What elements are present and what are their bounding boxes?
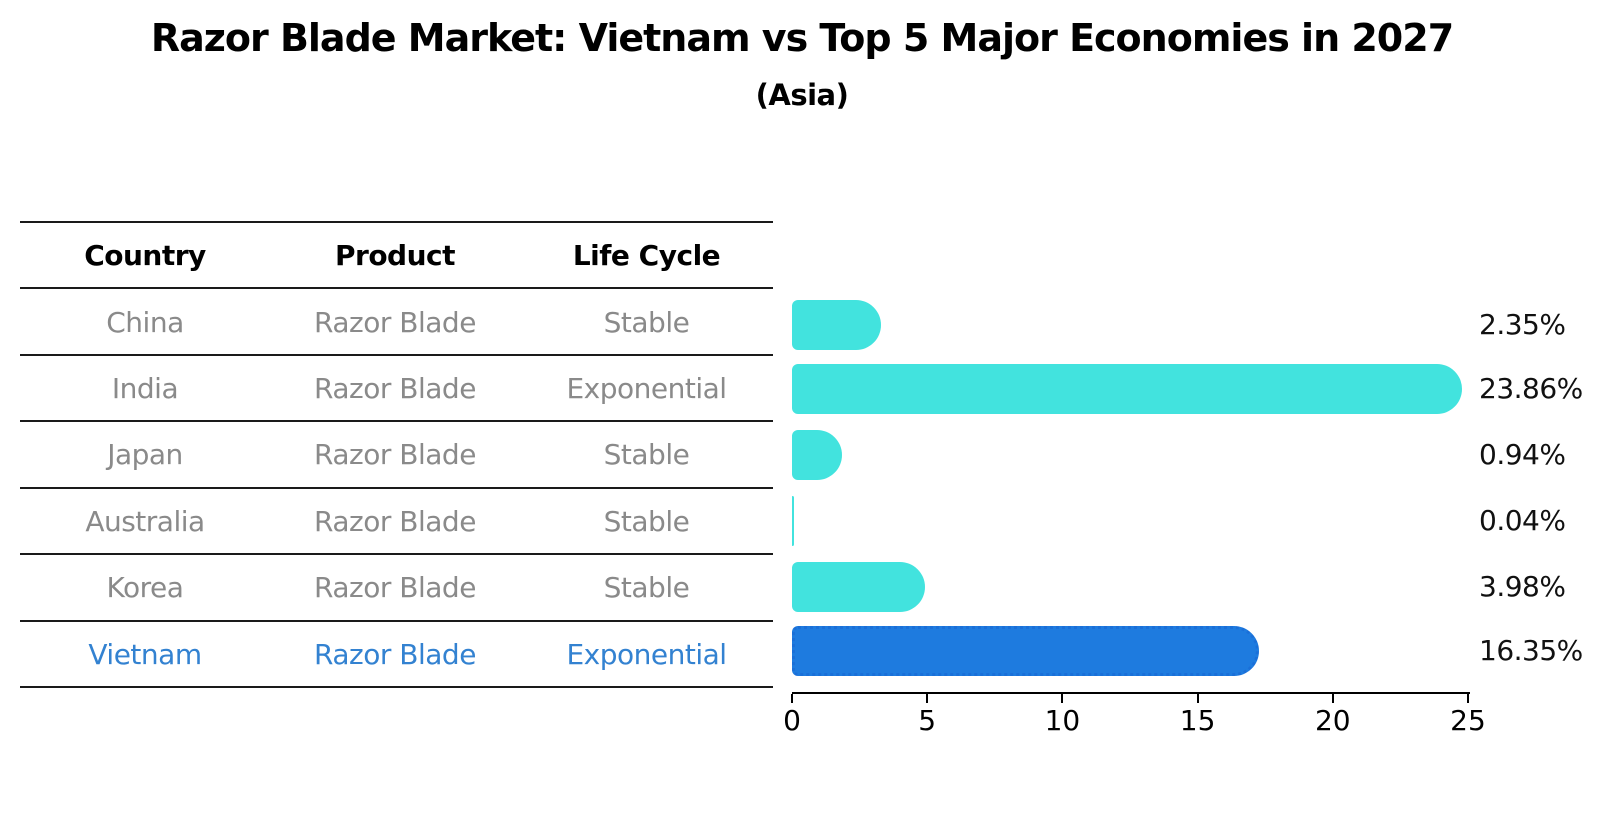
- cell-product: Razor Blade: [314, 437, 476, 471]
- x-axis-tick: [1467, 694, 1469, 703]
- bar-vietnam: [792, 626, 1260, 676]
- table-divider: [20, 287, 773, 289]
- bar-korea: [792, 562, 925, 612]
- table-divider: [20, 620, 773, 622]
- chart-subtitle: (Asia): [755, 78, 849, 112]
- x-axis-tick-label: 0: [783, 704, 801, 737]
- x-axis-tick: [1331, 694, 1334, 703]
- cell-country: Vietnam: [88, 637, 202, 671]
- table-divider: [20, 420, 773, 422]
- x-axis-tick: [1196, 694, 1199, 703]
- value-label-china: 2.35%: [1479, 308, 1566, 341]
- cell-life-cycle: Stable: [603, 437, 690, 471]
- table-row-vietnam: Vietnam Razor Blade Exponential: [20, 622, 773, 686]
- cell-life-cycle: Exponential: [566, 371, 727, 405]
- cell-life-cycle: Stable: [603, 570, 690, 604]
- bar-australia: [792, 496, 795, 546]
- table-divider: [20, 221, 773, 223]
- x-axis-tick-label: 25: [1450, 704, 1486, 737]
- table-divider: [20, 487, 773, 489]
- column-header-product: Product: [334, 238, 456, 272]
- x-axis-tick-label: 20: [1314, 704, 1351, 737]
- cell-product: Razor Blade: [314, 305, 476, 339]
- cell-country: China: [106, 305, 184, 339]
- cell-product: Razor Blade: [314, 570, 476, 604]
- cell-life-cycle: Exponential: [566, 637, 727, 671]
- table-divider: [20, 686, 773, 688]
- table-row-japan: Japan Razor Blade Stable: [20, 422, 773, 486]
- x-axis-tick: [1061, 694, 1064, 703]
- table-row-korea: Korea Razor Blade Stable: [20, 555, 773, 619]
- table-row-australia: Australia Razor Blade Stable: [20, 489, 773, 553]
- cell-product: Razor Blade: [314, 371, 476, 405]
- table-row-china: China Razor Blade Stable: [20, 290, 773, 354]
- x-axis-tick: [791, 694, 793, 703]
- x-axis-line: [792, 692, 1470, 694]
- value-label-korea: 3.98%: [1479, 570, 1566, 603]
- value-label-india: 23.86%: [1479, 372, 1583, 405]
- table-divider: [20, 354, 773, 356]
- value-label-australia: 0.04%: [1479, 504, 1566, 537]
- cell-product: Razor Blade: [314, 504, 476, 538]
- cell-country: Korea: [106, 570, 184, 604]
- x-axis-tick-label: 10: [1044, 704, 1081, 737]
- column-header-country: Country: [84, 238, 206, 272]
- bar-india: [792, 364, 1463, 414]
- x-axis-tick-label: 5: [918, 704, 937, 737]
- bar-china: [792, 300, 881, 350]
- column-header-life-cycle: Life Cycle: [572, 238, 721, 272]
- table-divider: [20, 553, 773, 555]
- table-header-row: Country Product Life Cycle: [20, 223, 773, 287]
- table-row-india: India Razor Blade Exponential: [20, 356, 773, 420]
- cell-life-cycle: Stable: [603, 504, 690, 538]
- x-axis-tick-label: 15: [1179, 704, 1216, 737]
- cell-country: Japan: [107, 437, 183, 471]
- cell-life-cycle: Stable: [603, 305, 690, 339]
- cell-product: Razor Blade: [314, 637, 476, 671]
- bar-japan: [792, 430, 843, 480]
- value-label-vietnam: 16.35%: [1479, 634, 1583, 667]
- value-label-japan: 0.94%: [1479, 438, 1566, 471]
- cell-country: Australia: [85, 504, 205, 538]
- x-axis-tick: [926, 694, 929, 703]
- chart-title: Razor Blade Market: Vietnam vs Top 5 Maj…: [150, 16, 1454, 60]
- cell-country: India: [111, 371, 179, 405]
